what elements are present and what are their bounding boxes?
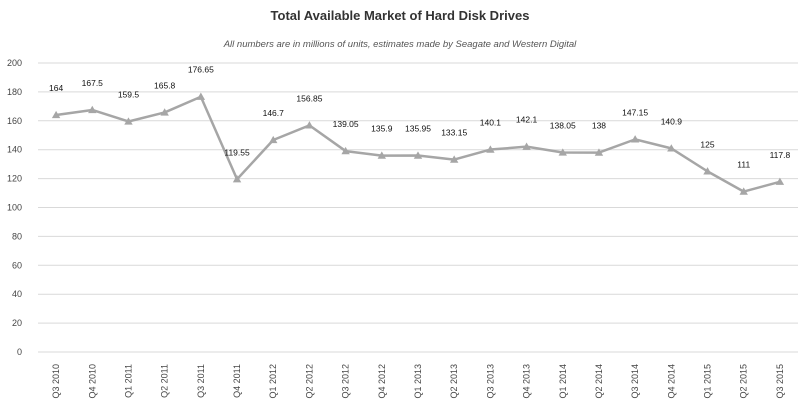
data-label: 138 bbox=[592, 121, 606, 131]
data-label: 142.1 bbox=[516, 115, 538, 125]
x-tick-label: Q2 2011 bbox=[160, 364, 170, 398]
data-point bbox=[667, 144, 676, 152]
data-point bbox=[377, 151, 387, 159]
x-tick-label: Q4 2014 bbox=[666, 364, 676, 399]
y-tick-label: 20 bbox=[12, 318, 22, 328]
y-tick-label: 160 bbox=[7, 116, 22, 126]
data-label: 135.95 bbox=[405, 124, 431, 134]
x-tick-label: Q4 2010 bbox=[87, 364, 97, 399]
data-label: 159.5 bbox=[118, 90, 140, 100]
y-tick-label: 40 bbox=[12, 289, 22, 299]
x-tick-label: Q1 2014 bbox=[558, 364, 568, 399]
x-tick-label: Q1 2012 bbox=[268, 364, 278, 399]
x-tick-label: Q2 2012 bbox=[304, 364, 314, 399]
data-point bbox=[413, 151, 423, 159]
data-point bbox=[51, 110, 61, 119]
data-label: 117.8 bbox=[770, 150, 791, 160]
y-tick-label: 100 bbox=[7, 203, 22, 213]
y-tick-label: 200 bbox=[7, 58, 22, 68]
data-point bbox=[232, 175, 242, 183]
data-label: 156.85 bbox=[296, 93, 322, 103]
data-point bbox=[739, 187, 748, 195]
data-point bbox=[486, 145, 495, 153]
x-tick-label: Q2 2014 bbox=[594, 364, 604, 399]
data-point bbox=[196, 92, 206, 100]
x-tick-label: Q4 2011 bbox=[232, 364, 242, 398]
y-tick-label: 140 bbox=[7, 145, 22, 155]
data-label: 176.65 bbox=[188, 65, 214, 75]
data-label: 135.9 bbox=[371, 124, 393, 134]
data-point bbox=[124, 117, 133, 125]
data-label: 164 bbox=[49, 83, 63, 93]
data-point bbox=[449, 155, 459, 163]
data-point bbox=[558, 148, 567, 156]
data-label: 119.55 bbox=[224, 147, 250, 157]
x-tick-label: Q3 2015 bbox=[775, 364, 785, 399]
chart-subtitle: All numbers are in millions of units, es… bbox=[223, 39, 577, 50]
y-tick-label: 0 bbox=[17, 347, 22, 357]
data-point bbox=[88, 105, 97, 114]
data-label: 147.15 bbox=[622, 107, 648, 117]
data-point bbox=[160, 108, 169, 116]
x-tick-label: Q3 2014 bbox=[630, 364, 640, 399]
data-label: 139.05 bbox=[333, 119, 359, 129]
x-tick-label: Q3 2013 bbox=[485, 364, 495, 399]
y-tick-label: 120 bbox=[7, 174, 22, 184]
data-label: 140.1 bbox=[480, 118, 502, 128]
data-point bbox=[305, 121, 314, 129]
data-point bbox=[341, 146, 350, 155]
x-tick-label: Q1 2013 bbox=[413, 364, 423, 399]
y-tick-label: 80 bbox=[12, 231, 22, 241]
x-tick-label: Q2 2013 bbox=[449, 364, 459, 399]
data-point bbox=[775, 177, 785, 185]
x-tick-label: Q3 2010 bbox=[51, 364, 61, 399]
data-label: 125 bbox=[700, 139, 714, 149]
y-tick-label: 60 bbox=[12, 260, 22, 270]
x-tick-label: Q1 2011 bbox=[123, 364, 133, 398]
x-tick-label: Q3 2012 bbox=[341, 364, 351, 399]
data-point bbox=[703, 167, 712, 175]
data-label: 111 bbox=[737, 160, 750, 170]
data-label: 140.9 bbox=[661, 116, 683, 126]
data-label: 138.05 bbox=[550, 121, 576, 131]
x-tick-label: Q3 2011 bbox=[196, 364, 206, 398]
data-point bbox=[594, 148, 604, 156]
data-label: 167.5 bbox=[82, 78, 104, 88]
chart-title: Total Available Market of Hard Disk Driv… bbox=[270, 8, 530, 23]
data-label: 133.15 bbox=[441, 128, 467, 138]
x-tick-label: Q4 2012 bbox=[377, 364, 387, 399]
x-tick-label: Q2 2015 bbox=[739, 364, 749, 399]
data-point bbox=[630, 135, 640, 143]
data-label: 165.8 bbox=[154, 80, 176, 90]
data-point bbox=[269, 135, 278, 144]
x-tick-label: Q1 2015 bbox=[703, 364, 713, 399]
x-tick-label: Q4 2013 bbox=[522, 364, 532, 399]
data-label: 146.7 bbox=[263, 108, 285, 118]
y-tick-label: 180 bbox=[7, 87, 22, 97]
data-point bbox=[522, 142, 531, 150]
